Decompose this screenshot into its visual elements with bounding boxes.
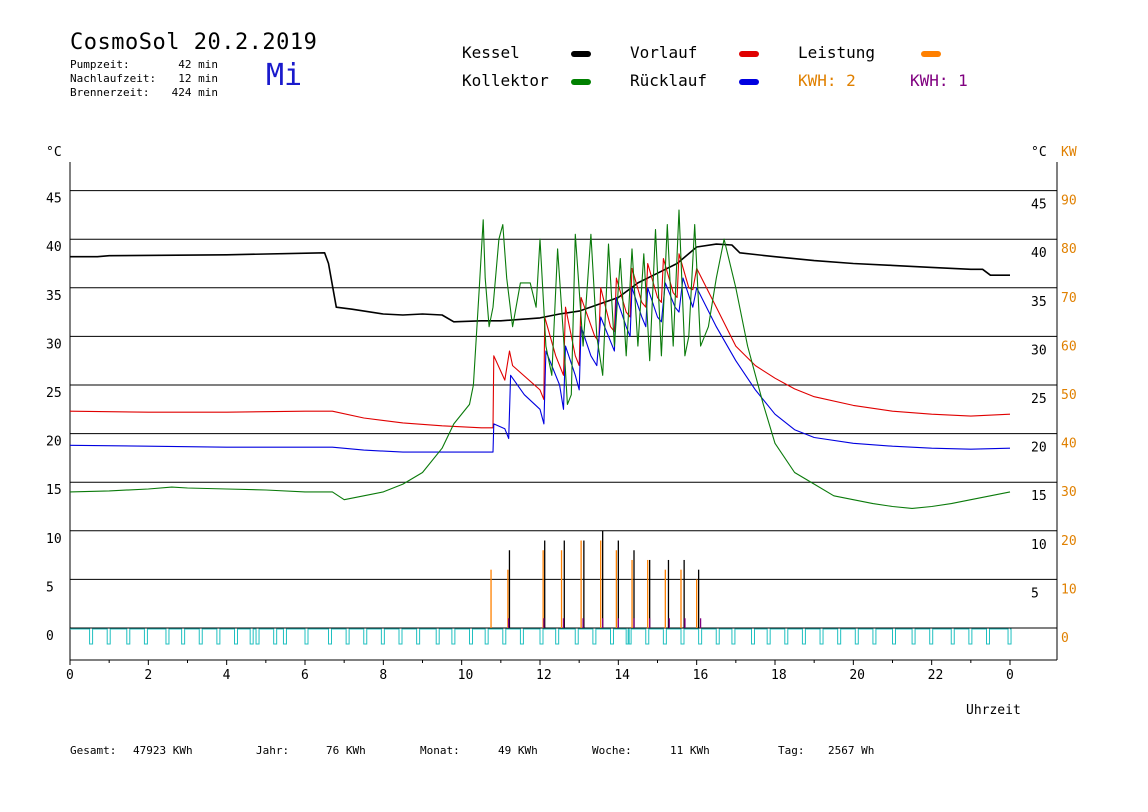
x-tick-label: 18 xyxy=(771,668,787,683)
y-tick-right-kw: 60 xyxy=(1061,339,1077,354)
y-tick-right: 45 xyxy=(1031,198,1047,213)
footer-tag-value: 2567 Wh xyxy=(828,744,875,757)
stat-nachlaufzeit-label: Nachlaufzeit: xyxy=(70,72,157,85)
legend-vorlauf-swatch xyxy=(739,51,759,57)
stat-pumpzeit-label: Pumpzeit: xyxy=(70,58,130,71)
y-tick-left: 25 xyxy=(46,386,62,401)
x-tick-label: 14 xyxy=(614,668,630,683)
y-tick-right-kw: 10 xyxy=(1061,582,1077,597)
footer-gesamt-value: 47923 KWh xyxy=(133,744,193,757)
x-tick-label: 10 xyxy=(458,668,474,683)
x-tick-label: 0 xyxy=(66,668,74,683)
legend-leistung-label: Leistung xyxy=(798,43,876,62)
y-tick-right: 20 xyxy=(1031,441,1047,456)
stat-brennerzeit-value: 424 min xyxy=(171,86,218,99)
legend-kessel-swatch xyxy=(571,51,591,57)
series-vorlauf xyxy=(69,253,1011,429)
footer-jahr-label: Jahr: xyxy=(256,744,290,757)
x-tick-label: 6 xyxy=(301,668,309,683)
y-tick-left: 40 xyxy=(46,240,62,255)
y-tick-right-kw: 90 xyxy=(1061,194,1077,209)
y-tick-left: 45 xyxy=(46,192,62,207)
legend-kessel-label: Kessel xyxy=(462,43,520,62)
series-kessel xyxy=(70,243,1010,323)
x-axis-label: Uhrzeit xyxy=(966,703,1021,718)
x-tick-label: 16 xyxy=(693,668,709,683)
legend-kwh1-label: KWH: 1 xyxy=(910,71,968,90)
y-tick-left: 35 xyxy=(46,289,62,304)
y-tick-right: 40 xyxy=(1031,246,1047,261)
y-tick-right: 30 xyxy=(1031,343,1047,358)
legend-kwh2-label: KWH: 2 xyxy=(798,71,856,90)
y-tick-left: 0 xyxy=(46,629,54,644)
y-tick-right: 5 xyxy=(1031,586,1039,601)
y-tick-left: 30 xyxy=(46,337,62,352)
y-tick-right-kw: 80 xyxy=(1061,242,1077,257)
stat-brennerzeit-label: Brennerzeit: xyxy=(70,86,150,99)
stat-pumpzeit-value: 42 min xyxy=(178,58,218,71)
legend-ruecklauf-label: Rücklauf xyxy=(630,71,708,90)
y-tick-left: 20 xyxy=(46,435,62,450)
legend-ruecklauf-swatch xyxy=(739,79,759,85)
x-tick-label: 0 xyxy=(1006,668,1014,683)
legend-leistung-swatch xyxy=(921,51,941,57)
x-tick-label: 8 xyxy=(379,668,387,683)
y-tick-left: 5 xyxy=(46,580,54,595)
footer-jahr-value: 76 KWh xyxy=(326,744,366,757)
series-kollektor xyxy=(69,209,1011,509)
x-tick-label: 4 xyxy=(223,668,231,683)
y-tick-right: 15 xyxy=(1031,489,1047,504)
legend-vorlauf-label: Vorlauf xyxy=(630,43,698,62)
weekday-code: Mi xyxy=(266,58,303,93)
left-axis-unit: °C xyxy=(46,145,62,160)
x-tick-label: 12 xyxy=(536,668,552,683)
y-tick-right: 25 xyxy=(1031,392,1047,407)
y-tick-right: 10 xyxy=(1031,538,1047,553)
series-pump xyxy=(70,628,1012,645)
y-tick-right-kw: 0 xyxy=(1061,631,1069,646)
stat-nachlaufzeit-value: 12 min xyxy=(178,72,218,85)
y-tick-right-kw: 40 xyxy=(1061,437,1077,452)
footer-tag-label: Tag: xyxy=(778,744,805,757)
x-tick-label: 22 xyxy=(928,668,944,683)
series-r-cklauf xyxy=(69,277,1011,453)
y-tick-right-kw: 50 xyxy=(1061,388,1077,403)
x-tick-label: 20 xyxy=(849,668,865,683)
footer-woche-label: Woche: xyxy=(592,744,632,757)
x-tick-label: 2 xyxy=(144,668,152,683)
legend-kollektor-swatch xyxy=(571,79,591,85)
footer-monat-label: Monat: xyxy=(420,744,460,757)
footer-woche-value: 11 KWh xyxy=(670,744,710,757)
chart-title: CosmoSol 20.2.2019 xyxy=(70,30,318,55)
y-tick-right-kw: 30 xyxy=(1061,485,1077,500)
footer-gesamt-label: Gesamt: xyxy=(70,744,117,757)
y-tick-right: 35 xyxy=(1031,295,1047,310)
right-axis-unit: °C xyxy=(1031,145,1047,160)
y-tick-right-kw: 20 xyxy=(1061,534,1077,549)
right-axis-unit-kw: KW xyxy=(1061,145,1077,160)
y-tick-left: 15 xyxy=(46,483,62,498)
y-tick-right-kw: 70 xyxy=(1061,291,1077,306)
legend-kollektor-label: Kollektor xyxy=(462,71,549,90)
y-tick-left: 10 xyxy=(46,532,62,547)
footer-monat-value: 49 KWh xyxy=(498,744,538,757)
